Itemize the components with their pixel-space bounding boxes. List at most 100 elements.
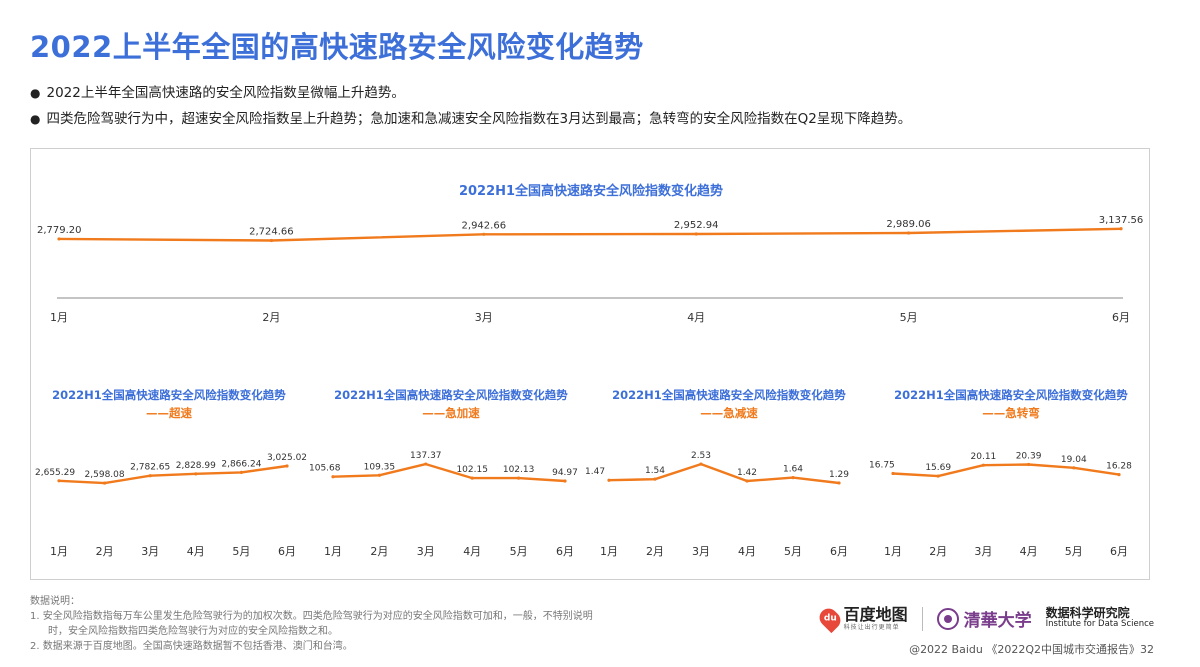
x-tick-label: 3月	[475, 311, 493, 324]
data-point	[607, 478, 611, 482]
data-point	[891, 471, 895, 476]
data-point	[694, 232, 698, 236]
x-tick-label: 6月	[1112, 311, 1130, 324]
data-point	[331, 475, 335, 479]
data-label: 2,724.66	[249, 226, 294, 237]
data-point	[269, 238, 273, 243]
data-label: 1.64	[783, 465, 803, 475]
x-tick-label: 1月	[324, 545, 342, 558]
data-label: 2.53	[691, 451, 711, 461]
data-point	[791, 476, 795, 480]
data-point	[470, 476, 474, 480]
x-tick-label: 6月	[1110, 545, 1128, 558]
chart-title: 2022H1全国高快速路安全风险指数变化趋势	[894, 388, 1128, 402]
data-point	[563, 479, 567, 483]
chart-subtitle: ——急加速	[422, 406, 480, 420]
data-point	[653, 477, 657, 481]
page-title: 2022上半年全国的高快速路安全风险变化趋势	[30, 30, 644, 64]
data-label: 105.68	[309, 464, 341, 474]
note-item: 1. 安全风险指数指每万车公里发生危险驾驶行为的加权次数。四类危险驾驶行为对应的…	[30, 611, 593, 622]
x-tick-label: 2月	[370, 545, 388, 558]
series-line	[331, 462, 567, 483]
x-tick-label: 1月	[50, 311, 68, 324]
data-point	[239, 470, 243, 474]
x-tick-label: 6月	[830, 545, 848, 558]
x-tick-label: 3月	[692, 545, 710, 558]
series-line	[57, 227, 1123, 242]
data-point	[837, 481, 841, 485]
data-label: 2,952.94	[674, 220, 719, 231]
tsinghua-logo: 清華大学	[936, 606, 1032, 631]
chart-title: 2022H1全国高快速路安全风险指数变化趋势	[52, 388, 286, 402]
note-item: 2. 数据来源于百度地图。全国高快速路数据暂不包括香港、澳门和台湾。	[30, 641, 353, 652]
data-point	[936, 474, 940, 478]
tsinghua-name: 清華大学	[963, 611, 1032, 631]
data-point	[1119, 227, 1123, 231]
data-label: 1.47	[585, 467, 605, 477]
x-tick-label: 1月	[50, 545, 68, 558]
series-line	[57, 464, 289, 485]
summary-bullets: 2022上半年全国高快速路的安全风险指数呈微幅上升趋势。 四类危险驾驶行为中，超…	[30, 80, 911, 132]
x-tick-label: 1月	[600, 545, 618, 558]
x-tick-label: 2月	[929, 545, 947, 558]
data-label: 15.69	[925, 463, 951, 473]
data-label: 2,779.20	[37, 225, 82, 236]
data-point	[194, 472, 198, 476]
data-notes: 数据说明： 1. 安全风险指数指每万车公里发生危险驾驶行为的加权次数。四类危险驾…	[30, 594, 593, 654]
data-point	[103, 481, 107, 485]
x-tick-label: 6月	[278, 545, 296, 558]
data-label: 102.15	[456, 465, 488, 475]
x-tick-label: 4月	[187, 545, 205, 558]
x-tick-label: 2月	[262, 311, 280, 324]
data-point	[482, 232, 486, 236]
x-tick-label: 3月	[417, 545, 435, 558]
data-label: 20.11	[971, 452, 997, 462]
data-label: 20.39	[1016, 452, 1042, 462]
tsinghua-seal-icon	[936, 607, 959, 630]
bullet-item: 2022上半年全国高快速路的安全风险指数呈微幅上升趋势。	[30, 80, 911, 106]
x-tick-label: 5月	[900, 311, 918, 324]
chart-subtitle: ——超速	[146, 406, 192, 420]
baidu-map-name: 百度地图	[843, 604, 908, 624]
x-tick-label: 5月	[1065, 545, 1083, 558]
data-label: 2,828.99	[176, 461, 216, 471]
x-tick-label: 3月	[141, 545, 159, 558]
data-label: 19.04	[1061, 455, 1087, 465]
chart-title: 2022H1全国高快速路安全风险指数变化趋势	[459, 183, 723, 199]
data-label: 2,989.06	[886, 219, 931, 230]
data-label: 1.42	[737, 468, 757, 478]
x-tick-label: 2月	[96, 545, 114, 558]
chart-subtitle: ——急转弯	[982, 406, 1040, 420]
data-label: 2,655.29	[35, 468, 75, 478]
data-point	[377, 473, 381, 477]
logo-divider	[921, 606, 923, 631]
data-label: 137.37	[410, 451, 442, 461]
data-label: 1.54	[645, 466, 665, 476]
data-point	[285, 464, 289, 468]
data-label: 2,866.24	[221, 459, 261, 469]
data-point	[1072, 466, 1076, 470]
charts-canvas: 2022H1全国高快速路安全风险指数变化趋势 2,779.20 1月 2,724.66…	[35, 183, 1144, 558]
data-label: 94.97	[552, 468, 578, 478]
data-label: 16.75	[869, 460, 895, 470]
baidu-map-slogan: 科技让出行更简单	[843, 623, 900, 631]
x-tick-label: 1月	[884, 545, 902, 558]
bullet-item: 四类危险驾驶行为中，超速安全风险指数呈上升趋势；急加速和急减速安全风险指数在3月…	[30, 106, 911, 132]
x-tick-label: 2月	[646, 545, 664, 558]
data-label: 2,782.65	[130, 463, 170, 473]
data-point	[148, 474, 152, 478]
note-item: 时，安全风险指数指四类危险驾驶行为对应的安全风险指数之和。	[48, 626, 338, 637]
series-line	[891, 463, 1121, 478]
x-tick-label: 5月	[510, 545, 528, 558]
chart-frame: 2022H1全国高快速路安全风险指数变化趋势 2,779.20 1月 2,724.66…	[30, 148, 1150, 580]
chart-title: 2022H1全国高快速路安全风险指数变化趋势	[612, 388, 846, 402]
data-point	[745, 479, 749, 483]
data-point	[57, 479, 61, 483]
data-label: 3,025.02	[267, 453, 307, 463]
data-point	[1027, 462, 1031, 467]
x-tick-label: 5月	[784, 545, 802, 558]
data-point	[699, 462, 703, 466]
data-label: 3,137.56	[1099, 215, 1144, 226]
ids-logo: 数据科学研究院 Institute for Data Science	[1046, 607, 1154, 630]
data-label: 2,598.08	[85, 470, 125, 480]
